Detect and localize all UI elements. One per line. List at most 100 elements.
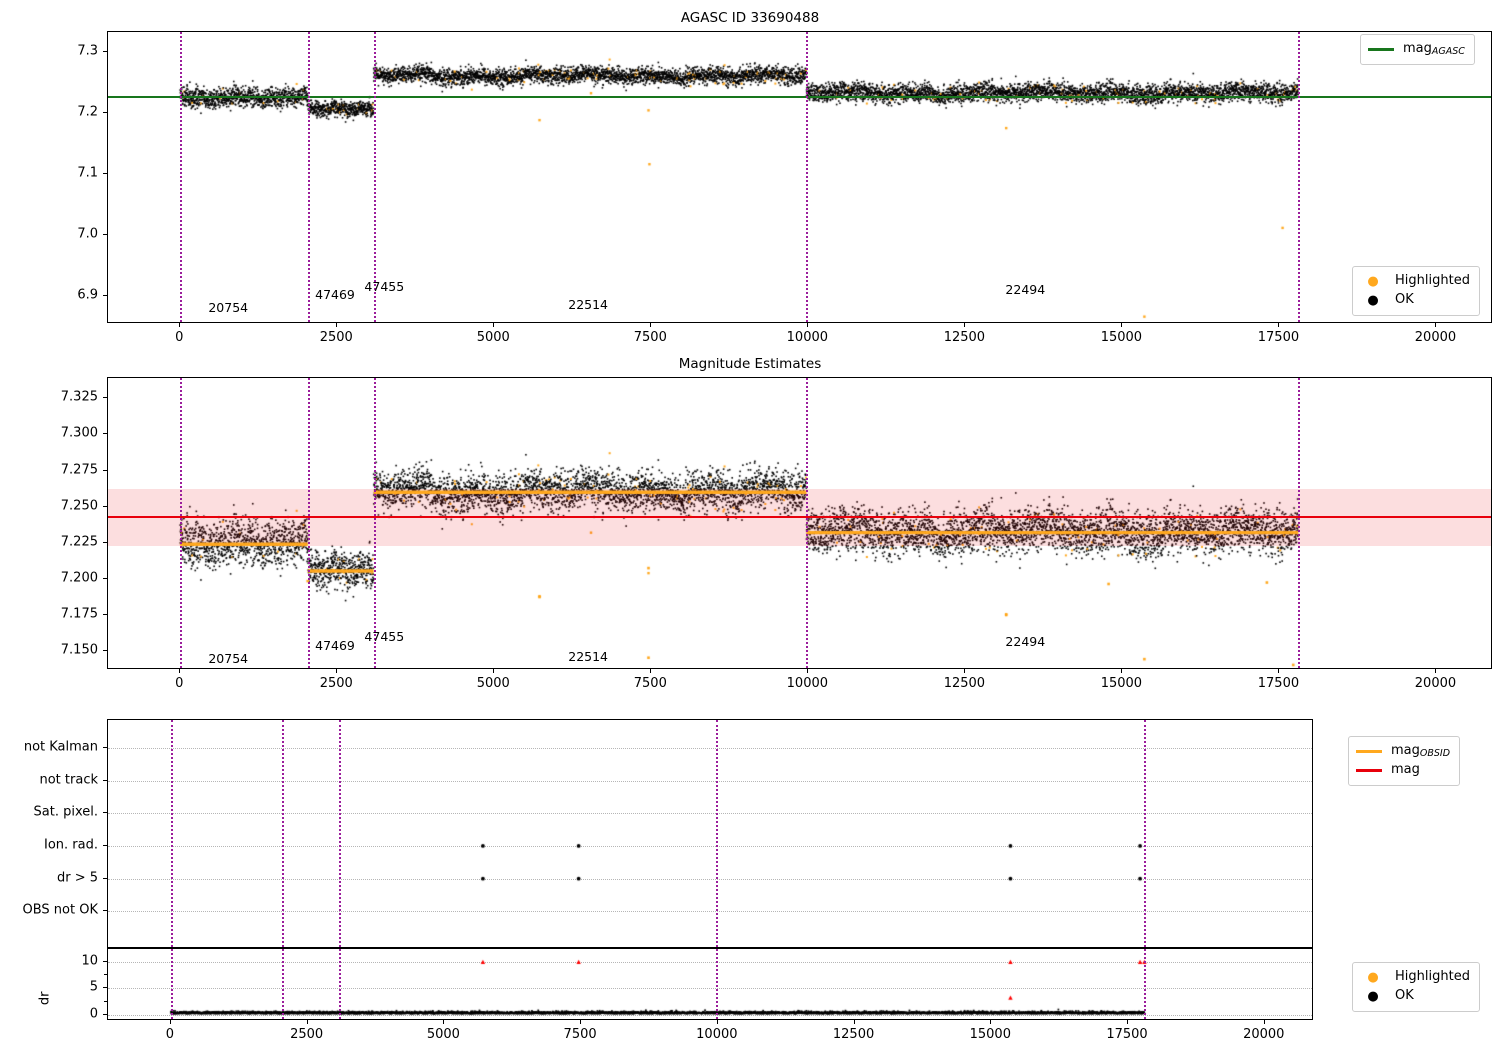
panel2-xtick-label: 0 bbox=[175, 676, 184, 691]
panel1-legend-magagasc[interactable]: magAGASC bbox=[1360, 34, 1475, 65]
panel2-xtick-mark bbox=[964, 669, 966, 673]
panel1-ytick-label: 7.1 bbox=[77, 165, 98, 181]
panel3-xtick-label: 20000 bbox=[1243, 1027, 1285, 1042]
panel2-ytick-mark bbox=[103, 469, 107, 471]
panel1-axes bbox=[107, 31, 1492, 323]
legend-label-mag-agasc: magAGASC bbox=[1403, 41, 1465, 58]
legend-item-ok-2: ● OK bbox=[1360, 987, 1470, 1006]
flag-row-label: dr > 5 bbox=[56, 870, 98, 886]
legend-label-ok-2: OK bbox=[1395, 987, 1414, 1003]
panel3-xtick-mark bbox=[1127, 1020, 1129, 1024]
panel2-legend-lines[interactable]: magOBSID mag bbox=[1348, 736, 1461, 786]
panel2-ytick-label: 7.275 bbox=[60, 462, 98, 477]
panel2-xtick-label: 5000 bbox=[476, 676, 510, 691]
panel2-obsid-divider bbox=[307, 378, 310, 668]
panel1-xtick-mark bbox=[179, 323, 181, 327]
legend-label-mag-obsid: magOBSID bbox=[1391, 743, 1451, 760]
dr-ytick-label: 10 bbox=[81, 953, 98, 969]
panel2-xtick-mark bbox=[807, 669, 809, 673]
panel3-xtick-label: 17500 bbox=[1106, 1027, 1148, 1042]
panel1-xtick-mark bbox=[493, 323, 495, 327]
flag-row-tick bbox=[103, 779, 107, 781]
panel1-xtick-mark bbox=[1278, 323, 1280, 327]
legend-label-highlighted: Highlighted bbox=[1395, 273, 1470, 288]
panel2-obsid-label: 22494 bbox=[1005, 633, 1046, 649]
panel1-ytick-mark bbox=[103, 50, 107, 52]
panel3-dr-obsid-divider bbox=[170, 949, 173, 1019]
panel1-xtick-mark bbox=[1121, 323, 1123, 327]
panel2-ytick-mark bbox=[103, 577, 107, 579]
panel1-obsid-divider bbox=[373, 32, 376, 322]
panel1-obsid-label: 22514 bbox=[568, 296, 609, 312]
panel2-xtick-label: 20000 bbox=[1414, 676, 1457, 691]
panel1-obsid-divider bbox=[307, 32, 310, 322]
legend-line-swatch-orange bbox=[1356, 749, 1382, 753]
panel1-ytick-label: 7.2 bbox=[77, 104, 98, 120]
panel1-xtick-label: 2500 bbox=[319, 330, 353, 345]
panel2-xtick-mark bbox=[493, 669, 495, 673]
panel2-ytick-label: 7.225 bbox=[60, 534, 98, 550]
panel1-obsid-label: 22494 bbox=[1005, 281, 1046, 297]
panel1-ytick-mark bbox=[103, 295, 107, 297]
panel2-obsid-lines-canvas bbox=[108, 378, 1491, 668]
panel3-dr-obsid-divider bbox=[281, 949, 284, 1019]
panel1-xtick-mark bbox=[964, 323, 966, 327]
panel3-xtick-mark bbox=[443, 1020, 445, 1024]
panel1-xtick-mark bbox=[650, 323, 652, 327]
flag-row-tick bbox=[103, 910, 107, 912]
flag-row-label: not Kalman bbox=[23, 739, 98, 755]
panel3-flags-canvas bbox=[108, 720, 1312, 947]
panel2-xtick-mark bbox=[1435, 669, 1437, 673]
flag-row-label: not track bbox=[39, 772, 98, 788]
panel1-ytick-mark bbox=[103, 111, 107, 113]
panel3-flags-obsid-divider bbox=[281, 720, 284, 947]
legend-item-highlighted: ● Highlighted bbox=[1360, 272, 1470, 291]
panel1-xtick-label: 5000 bbox=[476, 330, 510, 345]
panel2-ytick-mark bbox=[103, 541, 107, 543]
panel3-xtick-mark bbox=[716, 1020, 718, 1024]
panel3-xtick-label: 0 bbox=[165, 1027, 175, 1042]
panel2-ytick-label: 7.300 bbox=[60, 425, 98, 441]
panel2-obsid-label: 47469 bbox=[315, 637, 355, 653]
panel2-xtick-mark bbox=[1278, 669, 1280, 673]
panel2-obsid-label: 20754 bbox=[208, 650, 249, 666]
panel2-obsid-divider bbox=[373, 378, 376, 668]
legend-item-highlighted-2: ● Highlighted bbox=[1360, 968, 1470, 987]
dr-axis-label: dr bbox=[37, 991, 53, 1006]
panel1-obsid-label: 47469 bbox=[315, 287, 355, 303]
panel3-flags-obsid-divider bbox=[339, 720, 342, 947]
panel-magnitude-estimates: Magnitude Estimates 7.325 7.300 7.275 7.250… bbox=[0, 352, 1500, 1012]
legend-label-highlighted-2: Highlighted bbox=[1395, 969, 1470, 984]
panel1-xtick-mark bbox=[1435, 323, 1437, 327]
panel3-dr-canvas bbox=[108, 949, 1312, 1019]
panel1-ytick-label: 7.0 bbox=[77, 226, 98, 242]
panel1-xtick-label: 20000 bbox=[1414, 330, 1457, 345]
panel1-ytick-label: 6.9 bbox=[77, 287, 98, 303]
panel3-xtick-mark bbox=[853, 1020, 855, 1024]
panel2-ytick-mark bbox=[103, 505, 107, 507]
panel3-flags-axes bbox=[107, 719, 1313, 948]
panel3-xtick-label: 7500 bbox=[563, 1027, 597, 1042]
dr-minor-tick bbox=[104, 974, 107, 976]
panel2-xtick-mark bbox=[336, 669, 338, 673]
panel3-xtick-label: 10000 bbox=[696, 1027, 738, 1042]
panel2-ytick-label: 7.150 bbox=[60, 642, 98, 658]
panel2-ytick-label: 7.175 bbox=[60, 606, 98, 622]
legend-item-mag-agasc: magAGASC bbox=[1368, 40, 1465, 59]
panel1-scatter-canvas bbox=[108, 32, 1491, 322]
panel1-legend-points[interactable]: ● Highlighted ● OK bbox=[1352, 266, 1480, 316]
panel1-obsid-divider bbox=[806, 32, 809, 322]
panel2-obsid-divider bbox=[1298, 378, 1301, 668]
panel-flags-and-dr: not Kalman not track Sat. pixel. Ion. rad. d… bbox=[0, 704, 1500, 1050]
panel3-dr-obsid-divider bbox=[1144, 949, 1147, 1019]
panel3-dr-obsid-divider bbox=[339, 949, 342, 1019]
legend-item-ok: ● OK bbox=[1360, 291, 1470, 310]
legend-item-mag: mag bbox=[1356, 761, 1450, 780]
panel1-xtick-label: 15000 bbox=[1100, 330, 1143, 345]
legend-dot-swatch-black: ● bbox=[1367, 292, 1379, 308]
legend-dot-swatch-orange: ● bbox=[1367, 273, 1379, 289]
panel2-legend-points[interactable]: ● Highlighted ● OK bbox=[1352, 962, 1480, 1012]
panel1-ytick-mark bbox=[103, 173, 107, 175]
panel2-xtick-label: 15000 bbox=[1100, 676, 1143, 691]
